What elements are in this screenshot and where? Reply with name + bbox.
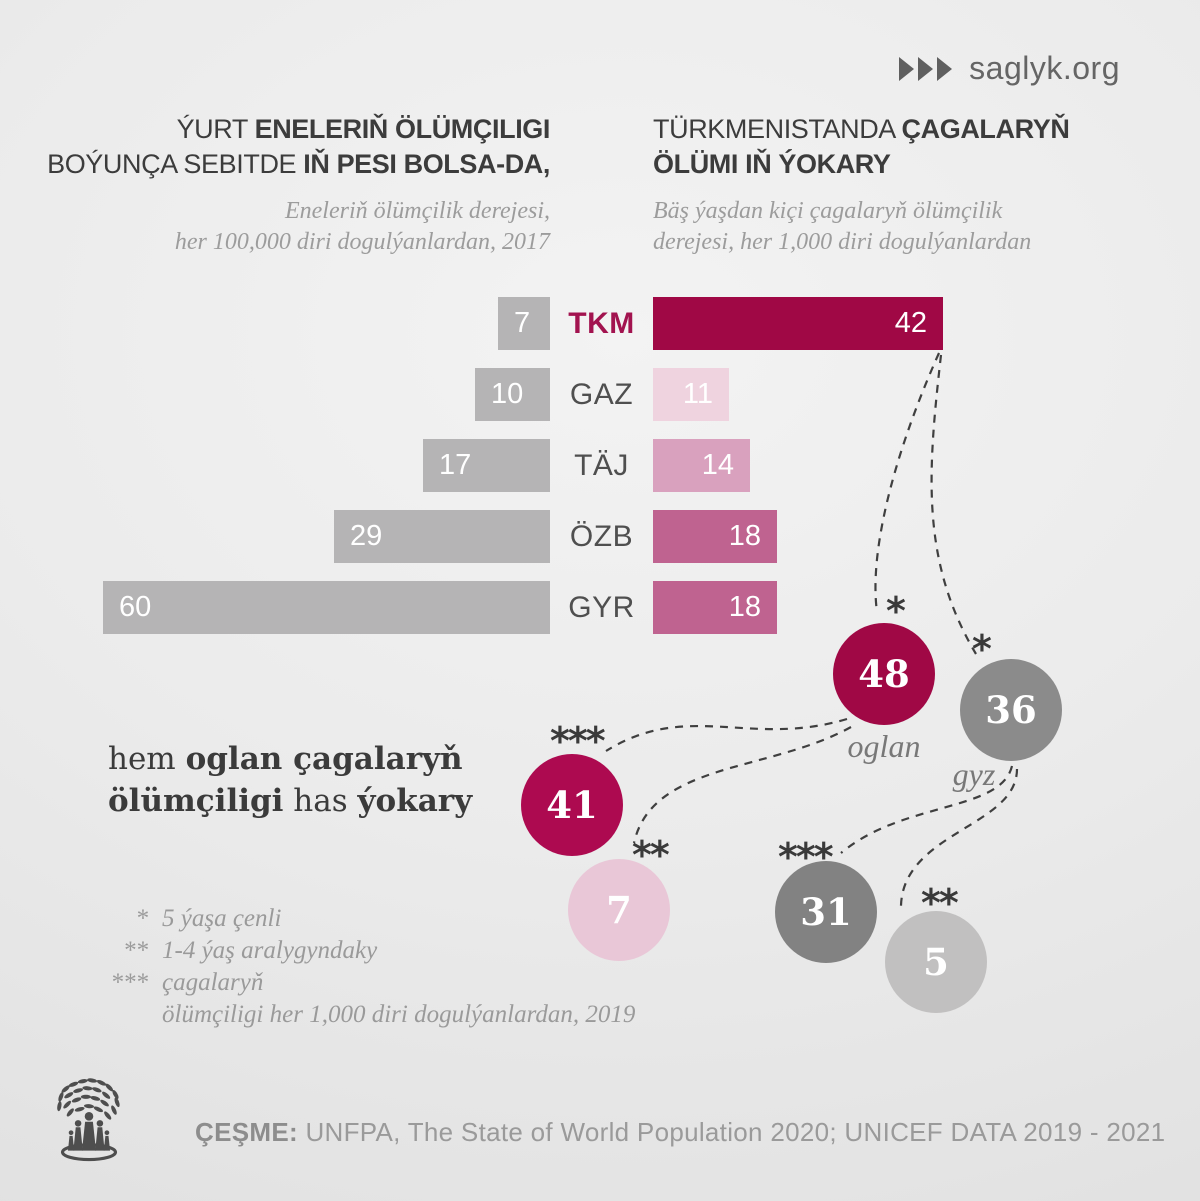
bubble-value: 5 [923, 940, 949, 984]
left-bar: 60 [103, 581, 550, 634]
left-bar-value: 7 [514, 307, 531, 339]
bubble-value: 31 [800, 890, 852, 934]
footnote-marker: * [972, 627, 992, 671]
bubble-value: 48 [858, 652, 910, 696]
bubble-value: 7 [606, 888, 632, 932]
legend-row: * 5 ýaşa çenli [100, 903, 635, 935]
right-bar: 18 [653, 581, 777, 634]
left-bar: 29 [334, 510, 550, 563]
triple-arrow-icon [899, 56, 957, 82]
paired-bar-chart: 7 TKM 42 10 GAZ 11 17 TÄJ 14 29 ÖZB 18 6… [0, 297, 1200, 652]
bubble-label-girls: gyz [952, 756, 996, 792]
bar-category-label: GYR [568, 591, 635, 624]
bubble-label-boys: oglan [847, 728, 921, 764]
tree-people-logo-icon [50, 1075, 128, 1172]
left-chart-title-block: ÝURT ENELERIŇ ÖLÜMÇILIGI BOÝUNÇA SEBITDE… [30, 112, 550, 258]
footnote-marker: * [886, 589, 906, 633]
right-chart-subtitle: Bäş ýaşdan kiçi çagalaryň ölümçilik dere… [653, 198, 1032, 255]
legend-text: çagalaryň [162, 969, 264, 996]
left-bar-value: 29 [350, 520, 383, 552]
connector-boys-to-41 [605, 717, 848, 752]
brand-site-name: saglyk.org [969, 50, 1120, 86]
left-chart-subtitle: Eneleriň ölümçilik derejesi, her 100,000… [174, 198, 550, 255]
legend-row: *** çagalaryň [100, 967, 635, 999]
legend-marker: ** [123, 937, 148, 964]
right-bar-value: 11 [682, 378, 713, 410]
right-bar: 11 [653, 368, 729, 421]
right-bar: 18 [653, 510, 777, 563]
footnote-marker: *** [550, 719, 606, 763]
source-text: UNFPA, The State of World Population 202… [297, 1117, 1166, 1147]
footnote-marker: *** [778, 835, 834, 879]
left-bar: 17 [423, 439, 550, 492]
left-bar: 7 [498, 297, 550, 350]
side-note: hem oglan çagalaryň ölümçiligi has ýokar… [108, 741, 473, 819]
right-bar: 14 [653, 439, 750, 492]
footnote-marker: ** [632, 833, 670, 877]
right-bar-value: 18 [728, 591, 761, 623]
brand: saglyk.org [899, 50, 1120, 87]
connector-girls-to-31 [840, 765, 1014, 854]
right-bar-value: 14 [701, 449, 734, 481]
footnote-marker: ** [921, 881, 959, 925]
bar-row-taj: 17 TÄJ 14 [0, 439, 1200, 492]
connector-boys-to-7 [632, 726, 852, 844]
bar-category-label: ÖZB [569, 520, 634, 553]
bubble-value: 36 [985, 688, 1037, 732]
right-bar-value: 42 [894, 307, 927, 339]
right-chart-title: TÜRKMENISTANDA ÇAGALARYŇ ÖLÜMI IŇ ÝOKARY [653, 114, 1070, 179]
source-label: ÇEŞME: [195, 1117, 298, 1147]
legend-row: ölümçiligi her 1,000 diri dogulýanlardan… [100, 999, 635, 1031]
left-bar-value: 17 [439, 449, 472, 481]
right-bar: 42 [653, 297, 943, 350]
legend-text: 5 ýaşa çenli [162, 905, 282, 932]
legend-text: ölümçiligi her 1,000 diri dogulýanlardan… [162, 1001, 636, 1028]
bubble-value: 41 [546, 783, 598, 827]
connector-bar-to-boys [874, 352, 941, 613]
bar-row-gaz: 10 GAZ 11 [0, 368, 1200, 421]
connector-bar-to-girls [930, 354, 977, 655]
left-bar-value: 10 [491, 378, 524, 410]
left-bar-value: 60 [119, 591, 152, 623]
bar-row-ozb: 29 ÖZB 18 [0, 510, 1200, 563]
right-chart-title-block: TÜRKMENISTANDA ÇAGALARYŇ ÖLÜMI IŇ ÝOKARY… [653, 112, 1133, 258]
bar-category-label: TÄJ [574, 449, 629, 482]
bubble: 41 [521, 754, 623, 856]
right-bar-value: 18 [728, 520, 761, 552]
source-citation: ÇEŞME: UNFPA, The State of World Populat… [195, 1117, 1165, 1148]
bar-category-label: GAZ [569, 378, 634, 411]
legend-text: 1-4 ýaş aralygyndaky [162, 937, 378, 964]
left-chart-title: ÝURT ENELERIŇ ÖLÜMÇILIGI BOÝUNÇA SEBITDE… [47, 114, 550, 179]
bar-row-gyr: 60 GYR 18 [0, 581, 1200, 634]
legend-row: ** 1-4 ýaş aralygyndaky [100, 935, 635, 967]
connector-girls-to-5 [899, 768, 1019, 912]
bubble: 48 [833, 623, 935, 725]
legend-marker [100, 999, 162, 1031]
legend-marker: * [135, 905, 149, 932]
bubble: 7 [568, 859, 670, 961]
left-bar: 10 [475, 368, 550, 421]
bubble: 5 [885, 911, 987, 1013]
legend-marker: *** [110, 969, 149, 996]
bar-category-label: TKM [568, 307, 635, 340]
bubble: 31 [775, 861, 877, 963]
bar-row-tkm: 7 TKM 42 [0, 297, 1200, 350]
footnote-legend: * 5 ýaşa çenli ** 1-4 ýaş aralygyndaky *… [100, 903, 636, 1031]
bubble: 36 [960, 659, 1062, 761]
